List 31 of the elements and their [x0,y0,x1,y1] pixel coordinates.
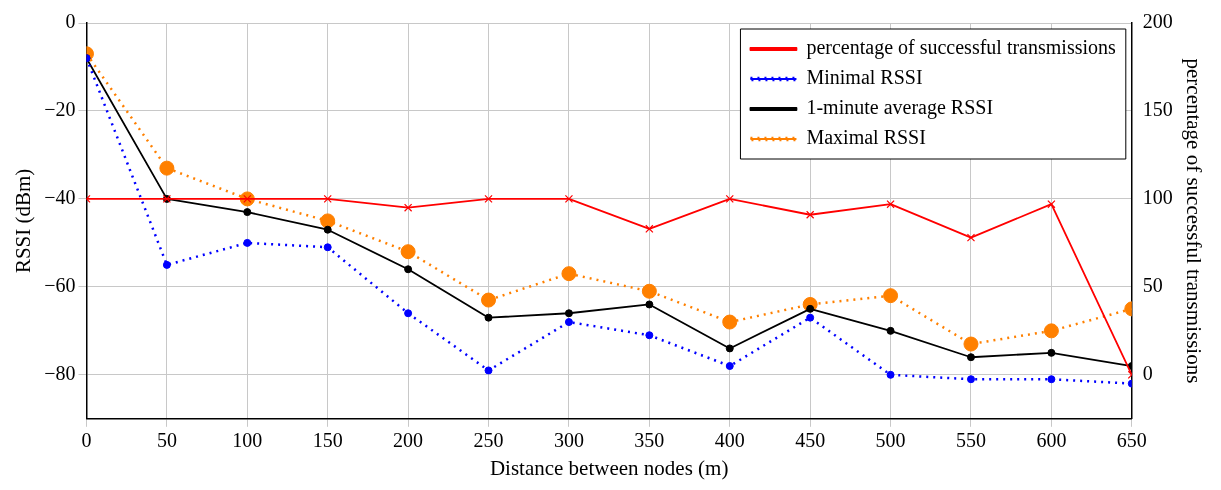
x-tick-label: 0 [81,429,92,452]
x-tick-label: 300 [553,429,584,452]
y-tick-label: −80 [44,362,76,385]
x-tick-label: 550 [955,429,986,452]
x-tick-label: 500 [875,429,906,452]
x-tick-label: 650 [1116,429,1147,452]
x-axis-title: Distance between nodes (m) [489,455,729,480]
y2-tick-label: 200 [1142,10,1173,33]
y-tick-label: −20 [44,98,76,121]
y2-tick-label: 50 [1142,274,1163,297]
y2-tick-label: 150 [1142,98,1173,121]
y2-tick-label: 100 [1142,186,1173,209]
x-tick-label: 400 [714,429,745,452]
legend-label: percentage of successful transmissions [806,36,1117,60]
y-tick-label: 0 [65,10,76,33]
y2-axis-title: percentage of successful transmissions [1181,58,1206,384]
y2-tick-label: 0 [1142,362,1153,385]
x-tick-label: 250 [473,429,504,452]
y-tick-label: −60 [44,274,76,297]
x-tick-label: 600 [1036,429,1067,452]
x-tick-label: 100 [232,429,263,452]
x-tick-label: 450 [795,429,826,452]
x-tick-label: 150 [312,429,343,452]
legend-label: Minimal RSSI [806,66,923,89]
legend-label: 1-minute average RSSI [806,96,994,120]
x-tick-label: 350 [634,429,665,452]
x-tick-label: 50 [156,429,177,452]
x-tick-label: 200 [393,429,424,452]
legend-label: Maximal RSSI [806,126,926,149]
y-tick-label: −40 [44,186,76,209]
y-axis-title: RSSI (dBm) [11,168,36,274]
